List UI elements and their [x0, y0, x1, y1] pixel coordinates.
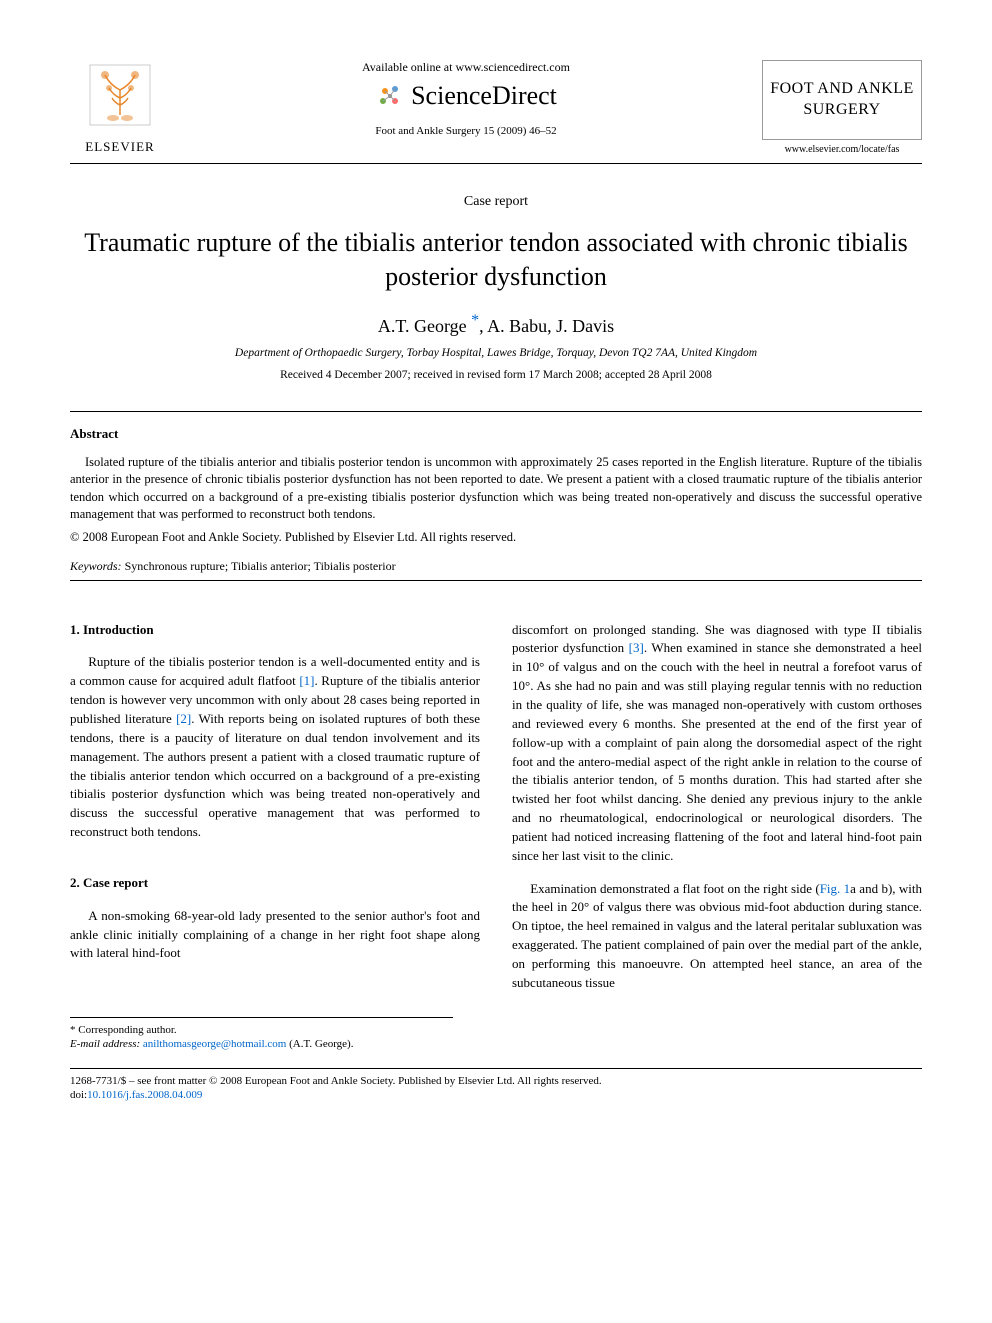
authors-line: A.T. George *, A. Babu, J. Davis	[70, 312, 922, 337]
article-type: Case report	[70, 194, 922, 210]
case-paragraph-3: Examination demonstrated a flat foot on …	[512, 880, 922, 993]
sciencedirect-icon	[375, 81, 405, 111]
intro-paragraph: Rupture of the tibialis posterior tendon…	[70, 653, 480, 841]
abstract-copyright: © 2008 European Foot and Ankle Society. …	[70, 530, 922, 545]
case-paragraph-1: A non-smoking 68-year-old lady presented…	[70, 907, 480, 964]
divider-bottom	[70, 580, 922, 581]
publisher-name: ELSEVIER	[70, 139, 170, 155]
citation-link-1[interactable]: [1]	[299, 673, 314, 688]
available-online-text: Available online at www.sciencedirect.co…	[190, 60, 742, 75]
divider-top	[70, 411, 922, 412]
email-link[interactable]: anilthomasgeorge@hotmail.com	[143, 1038, 286, 1050]
email-suffix: (A.T. George).	[286, 1038, 353, 1050]
column-left: 1. Introduction Rupture of the tibialis …	[70, 621, 480, 993]
keywords-text: Synchronous rupture; Tibialis anterior; …	[122, 559, 396, 573]
citation-link-3[interactable]: [3]	[629, 640, 644, 655]
sciencedirect-logo: ScienceDirect	[375, 81, 557, 111]
affiliation: Department of Orthopaedic Surgery, Torba…	[70, 347, 922, 359]
doi-line: doi:10.1016/j.fas.2008.04.009	[70, 1089, 922, 1101]
column-right: discomfort on prolonged standing. She wa…	[512, 621, 922, 993]
citation-link-2[interactable]: [2]	[176, 711, 191, 726]
keywords-line: Keywords: Synchronous rupture; Tibialis …	[70, 559, 922, 574]
email-line: E-mail address: anilthomasgeorge@hotmail…	[70, 1038, 453, 1050]
abstract-text: Isolated rupture of the tibialis anterio…	[70, 454, 922, 524]
case-heading: 2. Case report	[70, 874, 480, 893]
issn-copyright-line: 1268-7731/$ – see front matter © 2008 Eu…	[70, 1075, 922, 1087]
sciencedirect-text: ScienceDirect	[411, 81, 557, 111]
page-header: ELSEVIER Available online at www.science…	[70, 60, 922, 164]
section-gap	[70, 856, 480, 874]
corresponding-author-note: * Corresponding author.	[70, 1024, 453, 1036]
email-label: E-mail address:	[70, 1038, 143, 1050]
case-text-3b: a and b), with the heel in 20° of valgus…	[512, 881, 922, 990]
case-text-3a: Examination demonstrated a flat foot on …	[530, 881, 820, 896]
doi-label: doi:	[70, 1089, 87, 1101]
author-1: A.T. George	[378, 316, 471, 336]
publisher-block: ELSEVIER	[70, 60, 170, 155]
intro-text-1c: . With reports being on isolated rupture…	[70, 711, 480, 839]
keywords-label: Keywords:	[70, 559, 122, 573]
journal-block: FOOT AND ANKLE SURGERY www.elsevier.com/…	[762, 60, 922, 155]
intro-heading: 1. Introduction	[70, 621, 480, 640]
page-footer: 1268-7731/$ – see front matter © 2008 Eu…	[70, 1068, 922, 1101]
abstract-heading: Abstract	[70, 426, 922, 442]
case-text-2b: . When examined in stance she demonstrat…	[512, 640, 922, 862]
journal-title: FOOT AND ANKLE SURGERY	[762, 60, 922, 140]
journal-reference: Foot and Ankle Surgery 15 (2009) 46–52	[190, 125, 742, 137]
doi-link[interactable]: 10.1016/j.fas.2008.04.009	[87, 1089, 202, 1101]
authors-rest: , A. Babu, J. Davis	[479, 316, 614, 336]
article-title: Traumatic rupture of the tibialis anteri…	[70, 226, 922, 294]
journal-url: www.elsevier.com/locate/fas	[762, 144, 922, 155]
article-page: ELSEVIER Available online at www.science…	[0, 0, 992, 1143]
elsevier-tree-logo	[85, 60, 155, 130]
body-columns: 1. Introduction Rupture of the tibialis …	[70, 621, 922, 993]
case-paragraph-2: discomfort on prolonged standing. She wa…	[512, 621, 922, 866]
footnotes: * Corresponding author. E-mail address: …	[70, 1017, 453, 1050]
figure-link-1[interactable]: Fig. 1	[820, 881, 850, 896]
header-center: Available online at www.sciencedirect.co…	[170, 60, 762, 137]
corresponding-author-mark[interactable]: *	[471, 312, 479, 329]
article-dates: Received 4 December 2007; received in re…	[70, 369, 922, 381]
